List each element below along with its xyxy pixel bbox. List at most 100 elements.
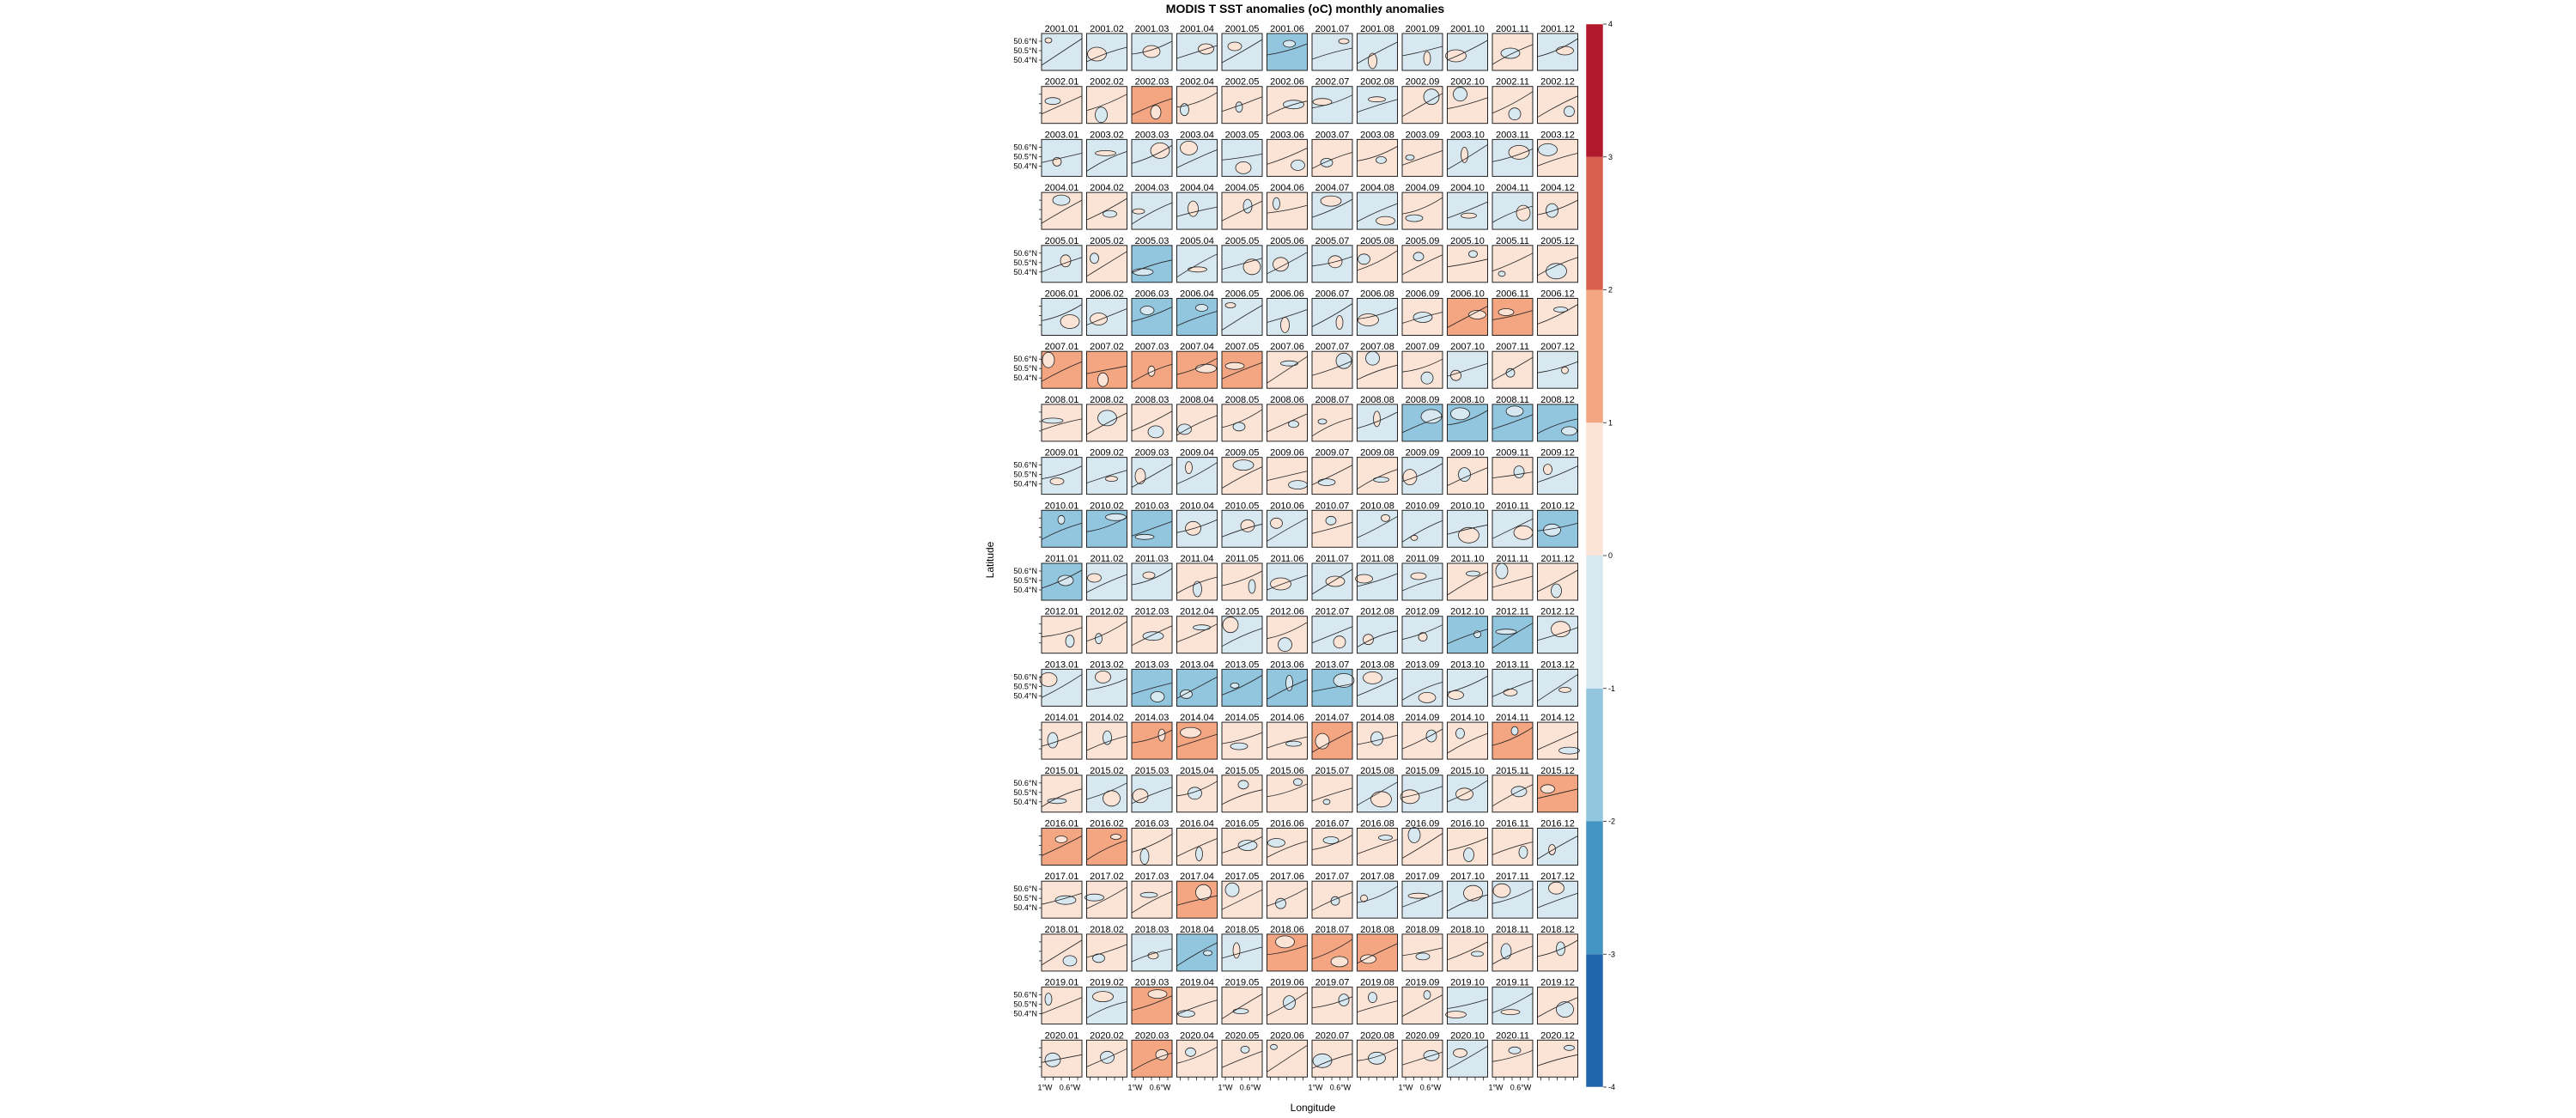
panel-label: 2010.08 — [1360, 501, 1394, 511]
panel-contour — [1360, 954, 1376, 964]
panel-frame — [1447, 138, 1488, 177]
panel-label: 2001.08 — [1360, 24, 1394, 34]
panel-contour — [1105, 476, 1118, 482]
panel-contour — [1248, 579, 1256, 594]
panel-contour-line — [1086, 886, 1127, 909]
panel-contour-line — [1221, 305, 1263, 331]
panel-label: 2017.08 — [1360, 872, 1394, 882]
panel-contour-line — [1086, 678, 1127, 690]
panel-2017-10: 2017.10 — [1447, 872, 1488, 919]
panel-contour — [1400, 789, 1420, 805]
panel-2008-02: 2008.02 — [1086, 395, 1127, 442]
panel-label: 2013.11 — [1496, 659, 1529, 670]
panel-contour — [1360, 894, 1368, 902]
panel-2020-08: 2020.08 — [1357, 1030, 1398, 1081]
panel-2005-11: 2005.11 — [1492, 236, 1534, 283]
panel-frame — [1086, 245, 1127, 283]
panel-contour-line — [1401, 833, 1443, 859]
panel-contour — [1240, 519, 1255, 532]
panel-contour-line — [1176, 253, 1218, 278]
panel-contour — [1049, 477, 1065, 485]
panel-frame — [1267, 86, 1308, 125]
panel-2001-12: 2001.12 — [1537, 24, 1578, 71]
panel-frame — [1086, 828, 1127, 866]
panel-contour — [1463, 884, 1483, 902]
panel-frame — [1492, 880, 1534, 919]
panel-2018-09: 2018.09 — [1401, 925, 1443, 972]
panel-frame — [1131, 1039, 1173, 1078]
panel-label: 2014.06 — [1270, 713, 1304, 723]
panel-contour-line — [1041, 418, 1083, 431]
panel-field — [1222, 669, 1262, 707]
panel-field — [1492, 245, 1533, 283]
panel-contour — [1180, 726, 1201, 738]
panel-contour — [1180, 140, 1198, 155]
panel-frame — [1447, 828, 1488, 866]
panel-frame — [1176, 880, 1218, 919]
panel-2001-06: 2001.06 — [1267, 24, 1308, 71]
panel-field — [1176, 298, 1218, 336]
panel-label: 2020.07 — [1315, 1030, 1350, 1041]
panel-label: 2012.01 — [1045, 607, 1079, 617]
panel-2006-02: 2006.02 — [1086, 289, 1127, 336]
panel-field — [1357, 933, 1398, 971]
panel-2013-04: 2013.04 — [1176, 659, 1218, 707]
panel-frame — [1267, 509, 1308, 548]
panel-field — [1447, 1040, 1488, 1078]
panel-contour-line — [1401, 947, 1443, 957]
panel-frame — [1086, 509, 1127, 548]
panel-contour — [1240, 1045, 1250, 1054]
panel-contour-line — [1221, 675, 1263, 696]
panel-field — [1132, 563, 1172, 600]
panel-frame — [1447, 721, 1488, 760]
panel-contour — [1224, 302, 1236, 308]
panel-contour-line — [1401, 358, 1443, 373]
panel-contour — [1425, 729, 1437, 743]
panel-contour — [1185, 461, 1193, 474]
panel-contour-line — [1267, 887, 1308, 907]
panel-contour-line — [1357, 1047, 1398, 1061]
panel-contour-line — [1267, 309, 1308, 323]
panel-contour — [1410, 572, 1427, 580]
panel-contour-line — [1447, 144, 1488, 170]
panel-frame — [1176, 457, 1218, 495]
panel-contour — [1516, 204, 1531, 222]
panel-contour — [1097, 410, 1117, 427]
panel-2009-07: 2009.07 — [1311, 448, 1353, 495]
panel-contour-line — [1041, 835, 1083, 856]
panel-contour-line — [1086, 944, 1127, 958]
panel-contour-line — [1401, 312, 1443, 324]
panel-contour — [1267, 838, 1285, 848]
panel-2010-02: 2010.02 — [1086, 501, 1127, 548]
panel-contour-line — [1041, 892, 1083, 905]
panel-contour — [1193, 624, 1211, 631]
panel-label: 2017.10 — [1450, 872, 1485, 882]
panel-2007-04: 2007.04 — [1176, 342, 1218, 389]
panel-2019-04: 2019.04 — [1176, 978, 1218, 1025]
panel-contour — [1147, 365, 1156, 377]
panel-frame — [1221, 668, 1263, 707]
panel-contour — [1548, 881, 1564, 895]
panel-label: 2013.07 — [1315, 659, 1350, 670]
y-tick-label: 50.5°N — [1013, 788, 1037, 797]
x-tick-label: 1°W — [1398, 1083, 1413, 1091]
panel-frame — [1041, 616, 1083, 654]
panel-frame — [1086, 404, 1127, 442]
panel-2017-07: 2017.07 — [1311, 872, 1353, 919]
panel-frame — [1221, 245, 1263, 283]
panel-contour — [1373, 410, 1381, 428]
chart-title: MODIS T SST anomalies (oC) monthly anoma… — [1166, 2, 1445, 15]
panel-field — [1222, 33, 1262, 70]
panel-contour-line — [1311, 256, 1353, 267]
x-tick-label: 0.6°W — [1240, 1083, 1261, 1091]
panel-frame — [1086, 350, 1127, 389]
panel-field — [1492, 616, 1533, 653]
panel-2014-12: 2014.12 — [1537, 713, 1580, 760]
panel-contour-line — [1311, 787, 1353, 802]
panel-contour-line — [1492, 44, 1534, 65]
panel-2018-10: 2018.10 — [1447, 925, 1488, 972]
panel-field — [1312, 828, 1352, 866]
panel-label: 2018.06 — [1270, 925, 1304, 935]
panel-contour — [1312, 1053, 1333, 1068]
panel-2006-05: 2006.05 — [1221, 289, 1263, 336]
